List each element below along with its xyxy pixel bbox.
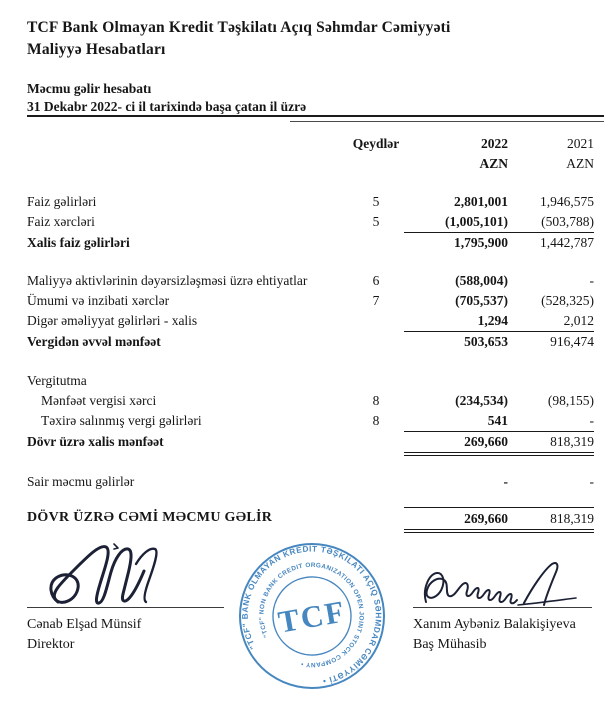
row-label: Ümumi və inzibati xərclər bbox=[27, 293, 170, 308]
row-value-2021: (98,155) bbox=[547, 393, 594, 408]
director-signature-line bbox=[27, 607, 224, 608]
document-title: TCF Bank Olmayan Kredit Təşkilatı Açıq S… bbox=[27, 17, 587, 61]
report-set-name: Maliyyə Hesabatları bbox=[27, 41, 166, 58]
currency-label-2022: AZN bbox=[479, 156, 508, 171]
row-label: DÖVR ÜZRƏ CƏMİ MƏCMU GƏLİR bbox=[27, 510, 273, 525]
row-label: Faiz gəlirləri bbox=[27, 194, 97, 209]
header-rule-scan-artifact bbox=[290, 121, 604, 122]
chief-accountant-signature bbox=[424, 562, 577, 606]
row-note: 8 bbox=[372, 393, 380, 408]
row-value-2022: 269,660 bbox=[404, 507, 508, 533]
table-header-currency-row: AZN AZN bbox=[27, 154, 594, 174]
row-label: Maliyyə aktivlərinin dəyərsizləşməsi üzr… bbox=[27, 273, 308, 288]
chief-accountant-role: Baş Mühasib bbox=[413, 637, 487, 652]
director-name-block: Cənab Elşad Münsif Direktor bbox=[27, 615, 141, 655]
row-note: 5 bbox=[372, 214, 380, 229]
table-row: Dövr üzrə xalis mənfəət 269,660 818,319 bbox=[27, 432, 594, 456]
row-label: Vergidən əvvəl mənfəət bbox=[27, 334, 161, 349]
chief-accountant-signature-line bbox=[413, 607, 592, 608]
row-label: Təxirə salınmış vergi gəlirləri bbox=[41, 413, 202, 428]
row-label: Mənfəət vergisi xərci bbox=[41, 393, 157, 408]
row-value-2022: 1,294 bbox=[404, 311, 508, 332]
table-row: Faiz gəlirləri 5 2,801,001 1,946,575 bbox=[27, 192, 594, 212]
row-label: Dövr üzrə xalis mənfəət bbox=[27, 434, 164, 449]
column-header-2022: 2022 bbox=[481, 136, 508, 151]
director-role: Direktor bbox=[27, 637, 75, 652]
row-value-2021: 2,012 bbox=[508, 311, 594, 332]
row-value-2022: - bbox=[503, 474, 509, 489]
row-value-2021: (503,788) bbox=[508, 212, 594, 233]
column-header-2021: 2021 bbox=[567, 136, 594, 151]
row-value-2021: (528,325) bbox=[541, 293, 594, 308]
row-value-2022: 269,660 bbox=[404, 432, 508, 456]
row-value-2021: 1,946,575 bbox=[540, 194, 594, 209]
row-value-2021: - bbox=[508, 411, 594, 432]
row-label: Xalis faiz gəlirləri bbox=[27, 235, 130, 250]
row-label: Faiz xərcləri bbox=[27, 214, 95, 229]
table-row: Digər əməliyyat gəlirləri - xalis 1,294 … bbox=[27, 311, 594, 332]
table-row: Maliyyə aktivlərinin dəyərsizləşməsi üzr… bbox=[27, 271, 594, 291]
row-note: 7 bbox=[372, 293, 380, 308]
statement-period: 31 Dekabr 2022- ci il tarixində başa çat… bbox=[27, 98, 307, 114]
row-label: Sair məcmu gəlirlər bbox=[27, 474, 135, 489]
table-row: Təxirə salınmış vergi gəlirləri 8 541 - bbox=[27, 411, 594, 432]
row-note: 5 bbox=[372, 194, 380, 209]
stamp-center-monogram: TCF bbox=[276, 593, 349, 639]
row-value-2021: 818,319 bbox=[508, 507, 594, 533]
chief-accountant-name-block: Xanım Aybəniz Balakişiyeva Baş Mühasib bbox=[413, 615, 576, 655]
table-header-row: Qeydlər 2022 2021 bbox=[27, 134, 594, 154]
statement-name: Məcmu gəlir hesabatı bbox=[27, 81, 152, 96]
row-value-2022: 1,795,900 bbox=[454, 235, 508, 250]
row-value-2022: (705,537) bbox=[455, 293, 508, 308]
row-value-2021: 1,442,787 bbox=[540, 235, 594, 250]
currency-label-2021: AZN bbox=[566, 156, 594, 171]
row-value-2022: 2,801,001 bbox=[454, 194, 508, 209]
row-value-2022: (1,005,101) bbox=[404, 212, 508, 233]
table-row: Sair məcmu gəlirlər - - bbox=[27, 472, 594, 492]
company-round-stamp: "TCF" BANK OLMAYAN KREDİT TƏŞKİLATI AÇIQ… bbox=[229, 541, 394, 691]
row-value-2022: (234,534) bbox=[455, 393, 508, 408]
row-value-2021: - bbox=[589, 474, 595, 489]
director-signature bbox=[49, 543, 158, 605]
chief-accountant-name: Xanım Aybəniz Balakişiyeva bbox=[413, 617, 576, 632]
row-value-2021: - bbox=[589, 273, 595, 288]
column-header-notes: Qeydlər bbox=[352, 136, 400, 151]
table-row: Ümumi və inzibati xərclər 7 (705,537) (5… bbox=[27, 291, 594, 311]
row-label: Digər əməliyyat gəlirləri - xalis bbox=[27, 313, 198, 328]
table-row: Mənfəət vergisi xərci 8 (234,534) (98,15… bbox=[27, 391, 594, 411]
row-value-2021: 916,474 bbox=[550, 334, 594, 349]
table-row: Vergidən əvvəl mənfəət 503,653 916,474 bbox=[27, 332, 594, 352]
row-value-2022: (588,004) bbox=[455, 273, 508, 288]
table-row: Xalis faiz gəlirləri 1,795,900 1,442,787 bbox=[27, 233, 594, 253]
table-grand-total-row: DÖVR ÜZRƏ CƏMİ MƏCMU GƏLİR 269,660 818,3… bbox=[27, 507, 594, 533]
row-label: Vergitutma bbox=[27, 373, 87, 388]
row-note: 6 bbox=[372, 273, 380, 288]
row-note: 8 bbox=[372, 413, 380, 428]
statement-subtitle: Məcmu gəlir hesabatı 31 Dekabr 2022- ci … bbox=[27, 80, 587, 115]
row-value-2021: 818,319 bbox=[508, 432, 594, 456]
table-row: Vergitutma bbox=[27, 371, 594, 391]
row-value-2022: 541 bbox=[404, 411, 508, 432]
row-value-2022: 503,653 bbox=[464, 334, 508, 349]
table-row: Faiz xərcləri 5 (1,005,101) (503,788) bbox=[27, 212, 594, 233]
header-rule bbox=[27, 115, 604, 117]
director-name: Cənab Elşad Münsif bbox=[27, 617, 142, 632]
company-name: TCF Bank Olmayan Kredit Təşkilatı Açıq S… bbox=[27, 19, 451, 36]
